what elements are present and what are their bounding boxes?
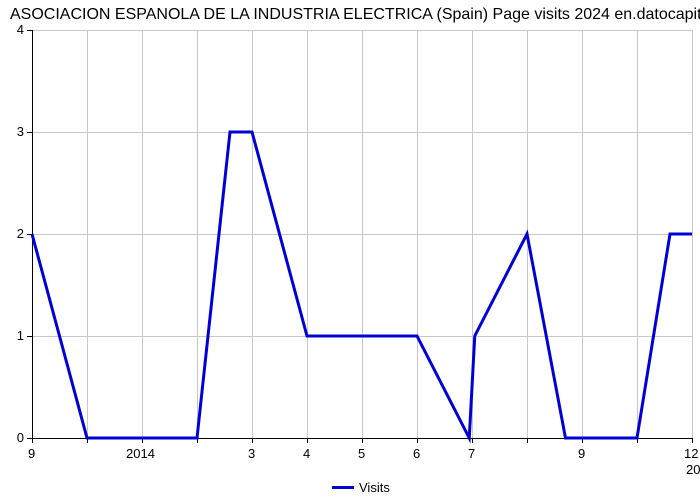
x-tick-label: 7 xyxy=(468,446,475,461)
x-tick-label: 2014 xyxy=(126,446,155,461)
legend-label: Visits xyxy=(359,480,390,495)
gridline-v xyxy=(692,30,693,438)
x-tick xyxy=(417,438,418,443)
x-tick xyxy=(252,438,253,443)
y-tick-label: 4 xyxy=(17,22,24,37)
x-tick xyxy=(692,438,693,443)
x-tick xyxy=(527,438,528,443)
y-tick-label: 0 xyxy=(17,430,24,445)
x-tick-label: 9 xyxy=(28,446,35,461)
x-tick-label: 4 xyxy=(303,446,310,461)
y-tick-label: 2 xyxy=(17,226,24,241)
x-tick xyxy=(362,438,363,443)
x-tick-label: 5 xyxy=(358,446,365,461)
chart-area xyxy=(32,30,692,438)
x-tick-label: 3 xyxy=(248,446,255,461)
legend-swatch xyxy=(332,486,354,489)
x-tick-label: 6 xyxy=(413,446,420,461)
x-tick-label: 12 xyxy=(684,446,698,461)
x-tick xyxy=(472,438,473,443)
legend: Visits xyxy=(332,480,390,495)
y-tick-label: 3 xyxy=(17,124,24,139)
x-tick xyxy=(32,438,33,443)
page-title: ASOCIACION ESPANOLA DE LA INDUSTRIA ELEC… xyxy=(10,6,700,24)
x-tick-label: 9 xyxy=(578,446,585,461)
line-series xyxy=(32,30,692,438)
y-tick-label: 1 xyxy=(17,328,24,343)
x-tick-label-secondary: 201 xyxy=(686,462,700,477)
x-tick xyxy=(307,438,308,443)
